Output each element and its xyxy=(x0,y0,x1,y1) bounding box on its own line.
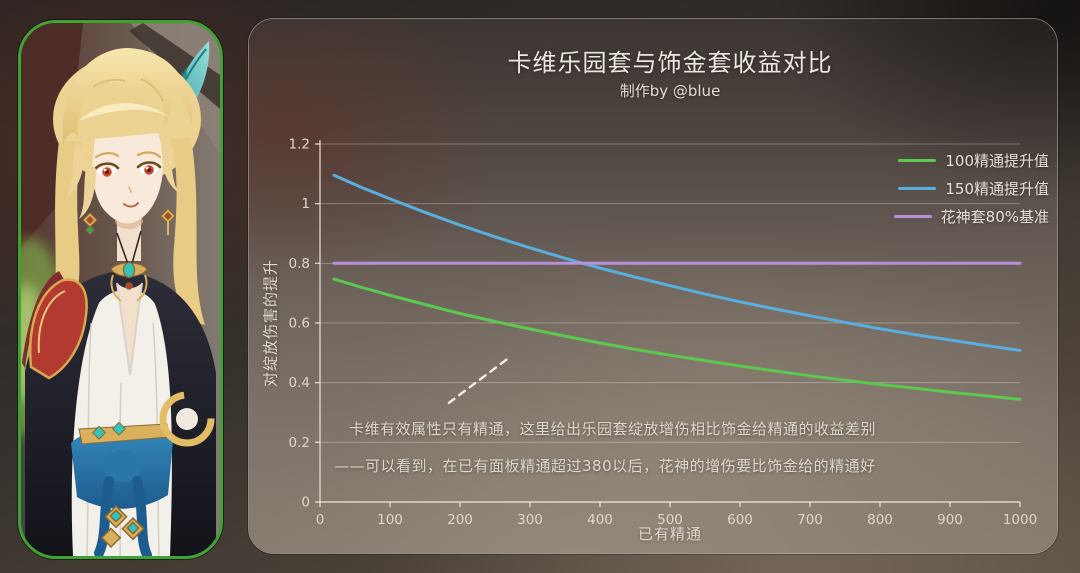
character-portrait-art xyxy=(21,23,220,556)
necklace-ornament xyxy=(110,230,148,302)
chart-panel: 卡维乐园套与饰金套收益对比 制作by @blue 0 0.2 0.4 0.6 0.8 1 1… xyxy=(248,18,1058,554)
diamond-buckles xyxy=(100,505,145,548)
x-tick-label: 1000 xyxy=(1003,512,1037,528)
earrings xyxy=(82,208,176,235)
legend-line-swatch xyxy=(898,158,937,162)
x-tick-label: 900 xyxy=(937,512,963,528)
x-tick-label: 0 xyxy=(316,512,325,528)
y-tick-label: 0.6 xyxy=(289,316,310,332)
legend-label: 150精通提升值 xyxy=(945,179,1049,198)
character-portrait-panel xyxy=(18,20,223,559)
y-tick-label: 1.2 xyxy=(289,137,310,153)
legend-label: 花神套80%基准 xyxy=(940,207,1049,226)
face xyxy=(92,133,163,224)
y-tick-label: 0 xyxy=(301,495,310,511)
chart-subtitle: 制作by @blue xyxy=(619,82,721,100)
x-tick-label: 100 xyxy=(377,512,403,528)
annotation-line-2: ——可以看到，在已有面板精通超过380以后，花神的增伤要比饰金给的精通好 xyxy=(334,457,876,475)
legend-item: 150精通提升值 xyxy=(894,174,1049,202)
chart-legend: 100精通提升值 150精通提升值 花神套80%基准 xyxy=(893,146,1049,230)
x-tick-label: 700 xyxy=(797,512,823,528)
x-tick-label: 400 xyxy=(587,512,613,528)
line-chart: 0 0.2 0.4 0.6 0.8 1 1.2 0 100 200 300 400 500 600 700 8… xyxy=(289,137,1038,529)
hair-front xyxy=(62,48,193,219)
x-tick-label: 200 xyxy=(447,512,473,528)
legend-line-swatch xyxy=(893,214,932,218)
x-axis-label: 已有精通 xyxy=(637,525,702,543)
series-line-100精通提升值 xyxy=(332,277,1022,401)
legend-label: 100精通提升值 xyxy=(945,151,1049,170)
x-tick-label: 600 xyxy=(727,512,753,528)
series-line-150精通提升值 xyxy=(332,173,1022,352)
y-tick-label: 0.4 xyxy=(289,375,310,391)
x-tick-label: 500 xyxy=(657,512,683,528)
legend-item: 100精通提升值 xyxy=(894,146,1049,174)
x-tick-label: 300 xyxy=(517,512,543,528)
annotation-pointer-dashed-line xyxy=(447,354,513,405)
shoulder-armor xyxy=(29,278,88,380)
chart-title: 卡维乐园套与饰金套收益对比 xyxy=(507,49,833,77)
chart-panel-background xyxy=(249,19,1057,553)
y-tick-label: 0.2 xyxy=(289,435,310,451)
y-tick-label: 0.8 xyxy=(289,256,310,272)
waist-sash xyxy=(71,421,173,556)
annotation-line-1: 卡维有效属性只有精通，这里给出乐园套绽放增伤相比饰金给精通的收益差别 xyxy=(349,420,877,438)
y-tick-label: 1 xyxy=(301,196,310,212)
y-axis-label: 对绽放伤害的提升 xyxy=(261,258,280,388)
legend-item: 花神套80%基准 xyxy=(893,202,1049,230)
x-tick-label: 800 xyxy=(867,512,893,528)
legend-line-swatch xyxy=(898,186,937,190)
hip-emblem xyxy=(159,391,215,447)
